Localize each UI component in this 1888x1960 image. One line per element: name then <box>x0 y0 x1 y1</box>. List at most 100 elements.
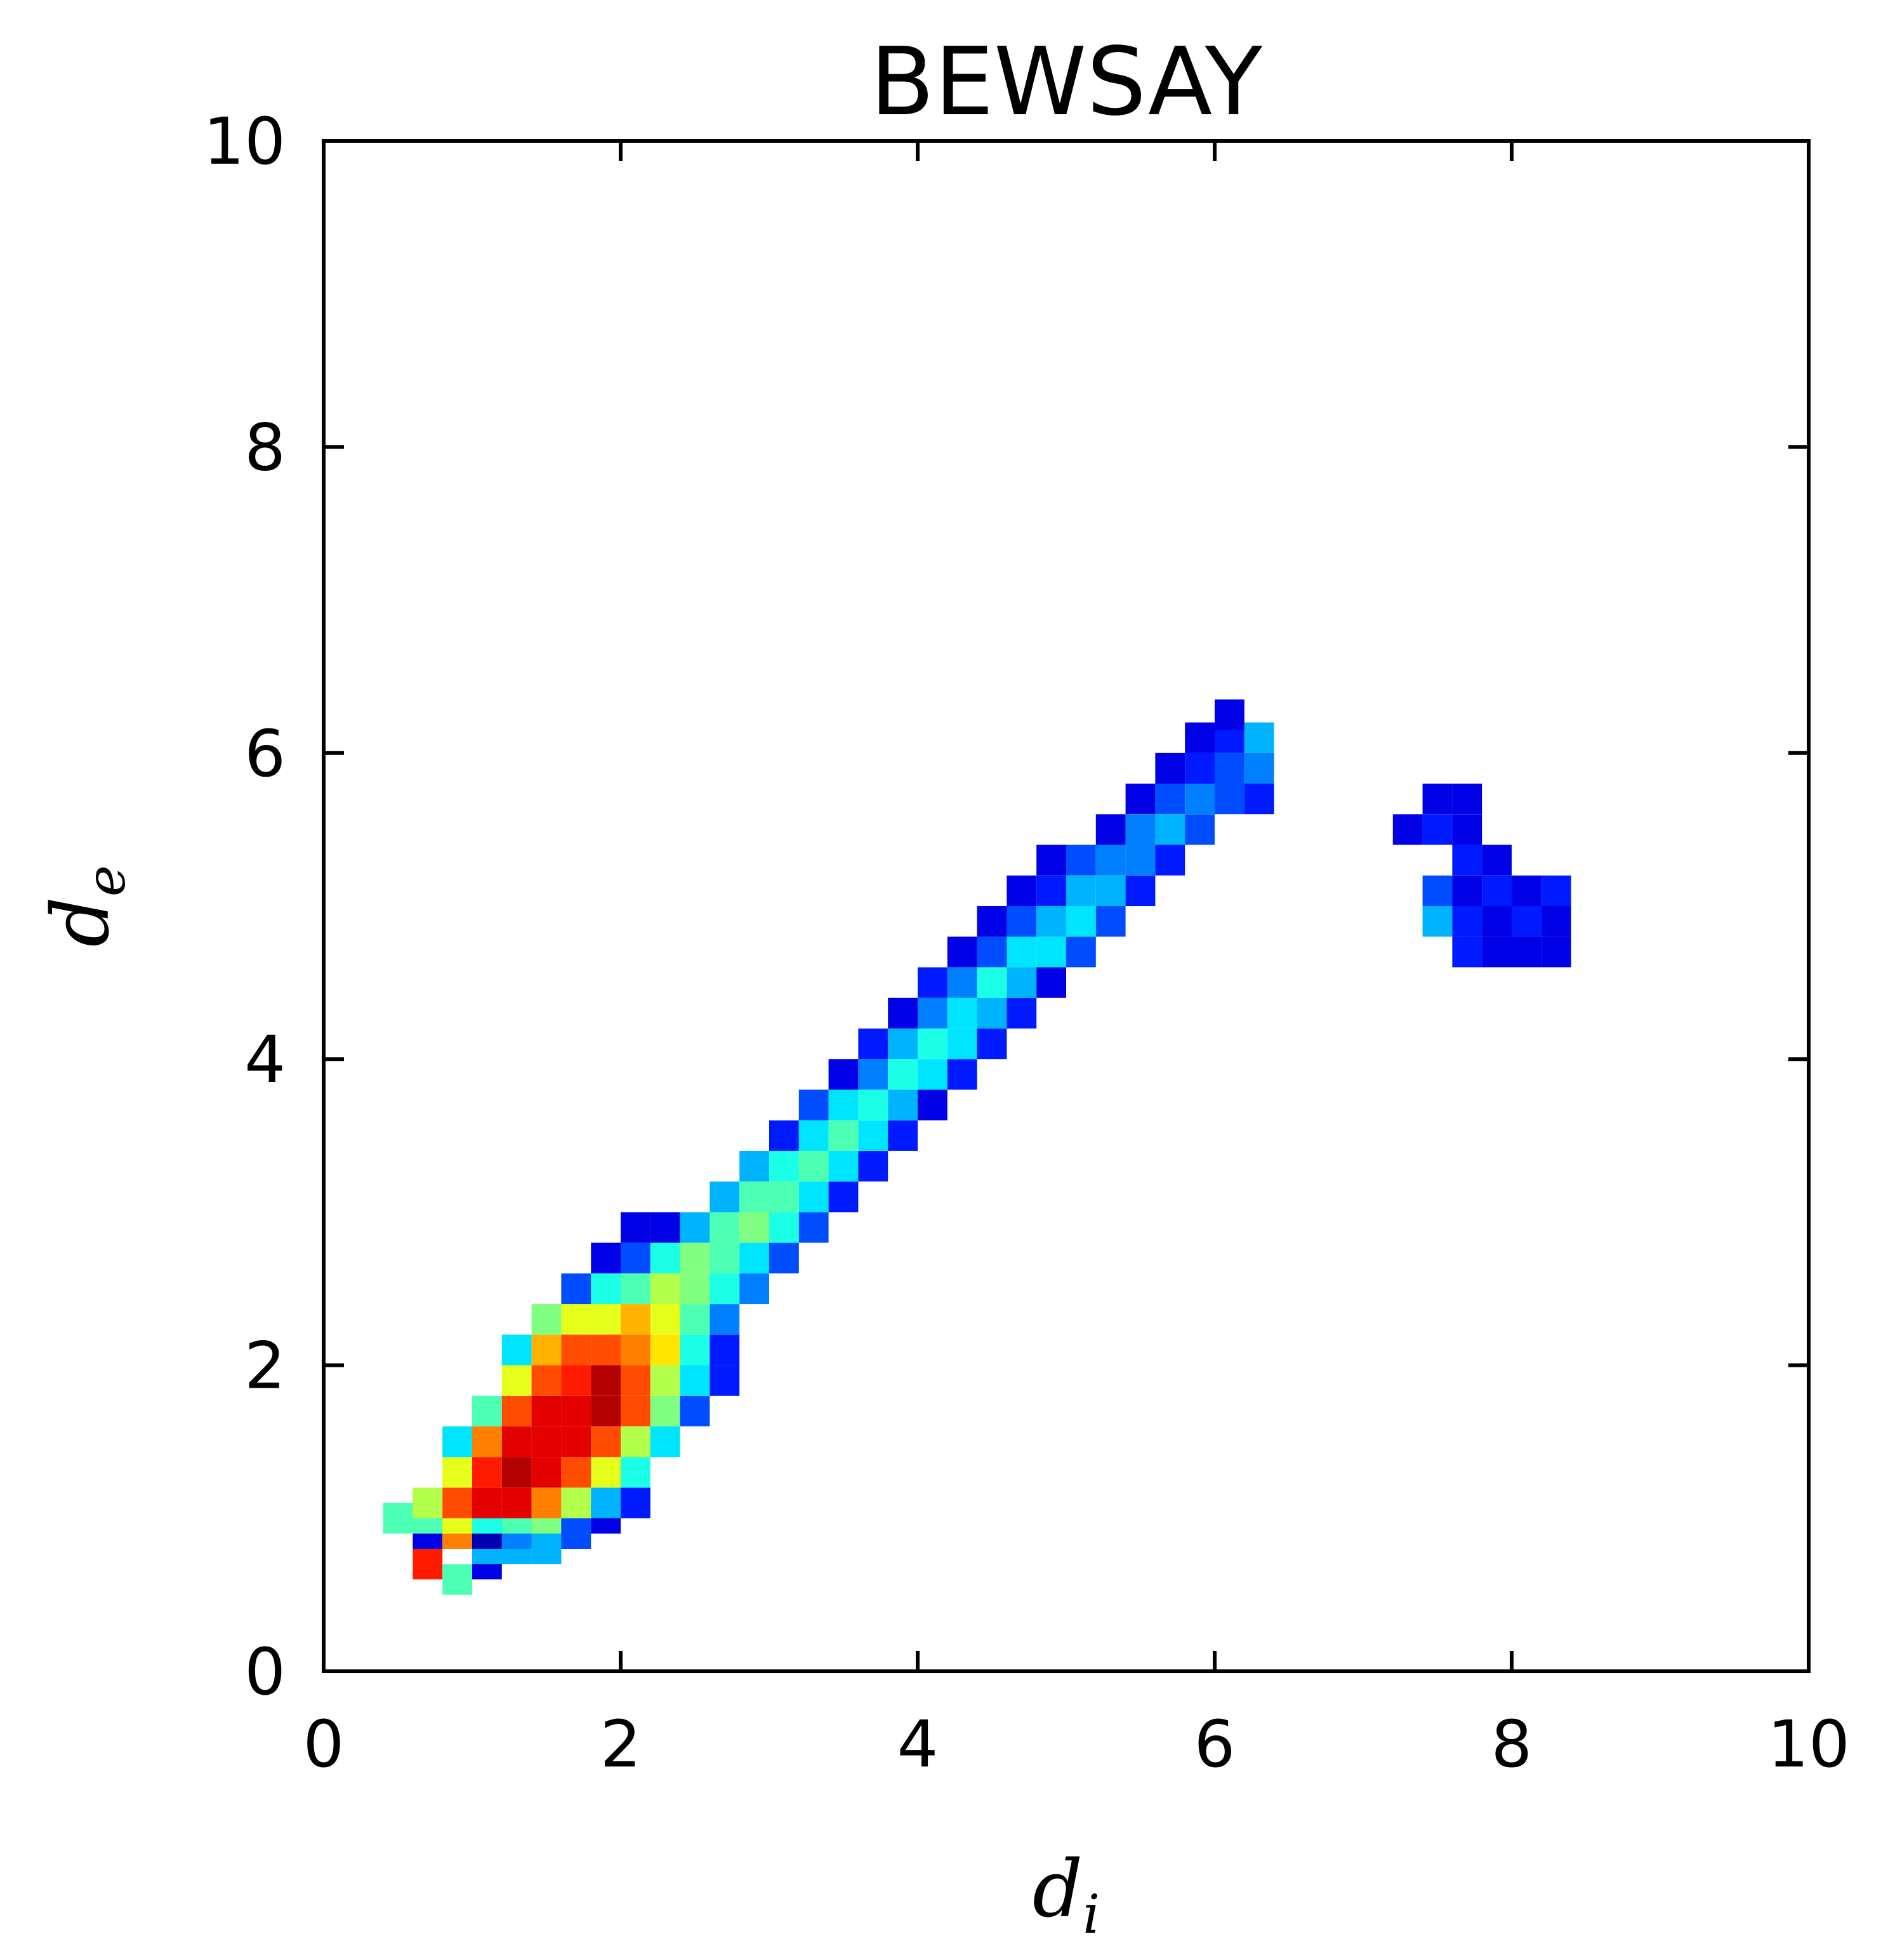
heatmap-cell <box>1036 937 1066 968</box>
heatmap-cell <box>680 1304 710 1335</box>
x-tick-label: 4 <box>897 1707 939 1782</box>
heatmap-cell <box>531 1426 562 1457</box>
heatmap-cell <box>710 1212 740 1243</box>
heatmap-cell <box>1095 875 1126 906</box>
heatmap-cell <box>798 1212 829 1243</box>
heatmap-cell <box>1392 814 1423 845</box>
heatmap-cell <box>769 1120 799 1151</box>
heatmap-cell <box>1185 753 1215 784</box>
heatmap-cell <box>680 1273 710 1305</box>
heatmap-cell <box>501 1457 532 1488</box>
y-tick-label: 6 <box>244 716 286 792</box>
heatmap-cell <box>621 1334 650 1365</box>
heatmap-cell <box>621 1395 650 1426</box>
y-tick-label: 2 <box>244 1329 286 1404</box>
heatmap-cell <box>621 1304 650 1335</box>
heatmap-cell <box>501 1395 532 1426</box>
x-axis-label: di <box>1033 1844 1100 1945</box>
heatmap-cell <box>739 1273 769 1305</box>
heatmap-cell <box>1155 753 1185 784</box>
heatmap-cell <box>1512 875 1541 906</box>
heatmap-cell <box>591 1395 621 1426</box>
heatmap-cell <box>710 1242 740 1273</box>
heatmap-cell <box>1244 722 1274 753</box>
heatmap-cell <box>858 1150 888 1182</box>
heatmap-cell <box>769 1150 799 1182</box>
heatmap-cell <box>650 1426 680 1457</box>
x-tick-label: 2 <box>600 1707 642 1782</box>
heatmap-cell <box>561 1487 591 1518</box>
heatmap-cell <box>650 1242 680 1273</box>
heatmap-cell <box>531 1334 562 1365</box>
heatmap-cell <box>650 1365 680 1396</box>
heatmap-cell <box>621 1273 650 1305</box>
heatmap-cell <box>798 1150 829 1182</box>
heatmap-cell <box>442 1564 472 1595</box>
heatmap-cell <box>1512 906 1541 937</box>
heatmap-cell <box>561 1334 591 1365</box>
heatmap-cell <box>621 1212 650 1243</box>
heatmap-cells <box>383 699 1571 1595</box>
heatmap-cell <box>621 1487 650 1518</box>
heatmap-cell <box>1066 937 1096 968</box>
heatmap-cell <box>501 1365 532 1396</box>
x-tick-label: 8 <box>1491 1707 1533 1782</box>
heatmap-cell <box>947 997 977 1029</box>
heatmap-cell <box>472 1395 502 1426</box>
heatmap-cell <box>947 1029 977 1060</box>
heatmap-cell <box>798 1089 829 1121</box>
heatmap-cell <box>1007 937 1037 968</box>
heatmap-cell <box>769 1212 799 1243</box>
heatmap-cell <box>947 967 977 998</box>
heatmap-cell <box>650 1212 680 1243</box>
heatmap-cell <box>918 1089 947 1121</box>
heatmap-cell <box>1007 997 1037 1029</box>
heatmap-cell <box>1185 814 1215 845</box>
x-tick-label: 10 <box>1767 1707 1850 1782</box>
heatmap-cell <box>591 1365 621 1396</box>
heatmap-cell <box>680 1395 710 1426</box>
heatmap-cell <box>977 997 1007 1029</box>
heatmap-cell <box>1482 875 1512 906</box>
heatmap-cell <box>1215 753 1244 784</box>
heatmap-cell <box>531 1365 562 1396</box>
heatmap-cell <box>680 1334 710 1365</box>
x-axis-label-sub: i <box>1083 1883 1100 1945</box>
heatmap-cell <box>1541 906 1571 937</box>
heatmap-cell <box>1215 784 1244 815</box>
heatmap-cell <box>501 1487 532 1518</box>
heatmap-cell <box>621 1457 650 1488</box>
heatmap-cell <box>888 1029 918 1060</box>
heatmap-cell <box>442 1457 472 1488</box>
heatmap-cell <box>1482 906 1512 937</box>
heatmap-cell <box>1541 875 1571 906</box>
heatmap-cell <box>591 1457 621 1488</box>
heatmap-cell <box>591 1334 621 1365</box>
heatmap-cell <box>1452 906 1482 937</box>
heatmap-cell <box>710 1334 740 1365</box>
heatmap-cell <box>828 1150 859 1182</box>
heatmap-cell <box>650 1395 680 1426</box>
heatmap-cell <box>977 967 1007 998</box>
heatmap-cell <box>1095 814 1126 845</box>
heatmap-cell <box>828 1120 859 1151</box>
heatmap-cell <box>561 1304 591 1335</box>
heatmap-cell <box>858 1120 888 1151</box>
heatmap-cell <box>918 1059 947 1090</box>
heatmap-cell <box>1244 753 1274 784</box>
heatmap-cell <box>1007 906 1037 937</box>
heatmap-cell <box>561 1273 591 1305</box>
heatmap-cell <box>888 997 918 1029</box>
heatmap-cell <box>472 1426 502 1457</box>
heatmap-cell <box>1095 906 1126 937</box>
heatmap-cell <box>828 1059 859 1090</box>
heatmap-cell <box>918 1029 947 1060</box>
heatmap-cell <box>828 1181 859 1213</box>
heatmap-cell <box>680 1365 710 1396</box>
heatmap-cell <box>1095 845 1126 876</box>
heatmap-cell <box>1155 845 1185 876</box>
heatmap-cell <box>1422 784 1453 815</box>
heatmap-cell <box>1482 845 1512 876</box>
y-tick-label: 0 <box>244 1634 286 1710</box>
